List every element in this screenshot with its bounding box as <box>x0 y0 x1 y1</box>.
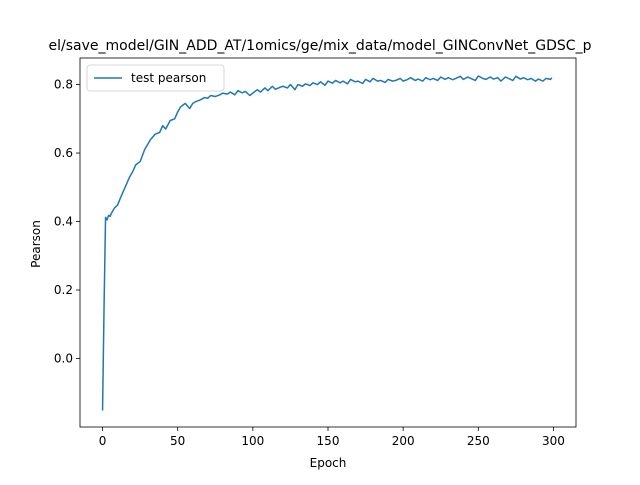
x-axis-label: Epoch <box>310 456 347 470</box>
y-tick-label: 0.0 <box>54 352 73 366</box>
x-tick-label: 200 <box>392 434 415 448</box>
x-tick-label: 50 <box>170 434 185 448</box>
series-line <box>101 75 553 411</box>
x-tick-label: 150 <box>317 434 340 448</box>
x-tick-label: 250 <box>467 434 490 448</box>
chart-title: el/save_model/GIN_ADD_AT/1omics/ge/mix_d… <box>49 38 592 54</box>
legend-box <box>86 64 225 92</box>
x-tick-label: 0 <box>99 434 107 448</box>
legend-label: test pearson <box>131 71 206 85</box>
y-tick-label: 0.8 <box>54 78 73 92</box>
axes-frame <box>79 57 577 428</box>
y-tick-label: 0.2 <box>54 283 73 297</box>
plot-area: 0 50 100 150 200 250 300 0.0 0.2 0.4 0.6 0.8 test pe… <box>54 57 577 448</box>
x-tick-label: 300 <box>542 434 565 448</box>
y-tick-label: 0.4 <box>54 215 73 229</box>
x-tick-label: 100 <box>241 434 264 448</box>
y-tick-label: 0.6 <box>54 146 73 160</box>
y-axis-label: Pearson <box>29 220 43 268</box>
